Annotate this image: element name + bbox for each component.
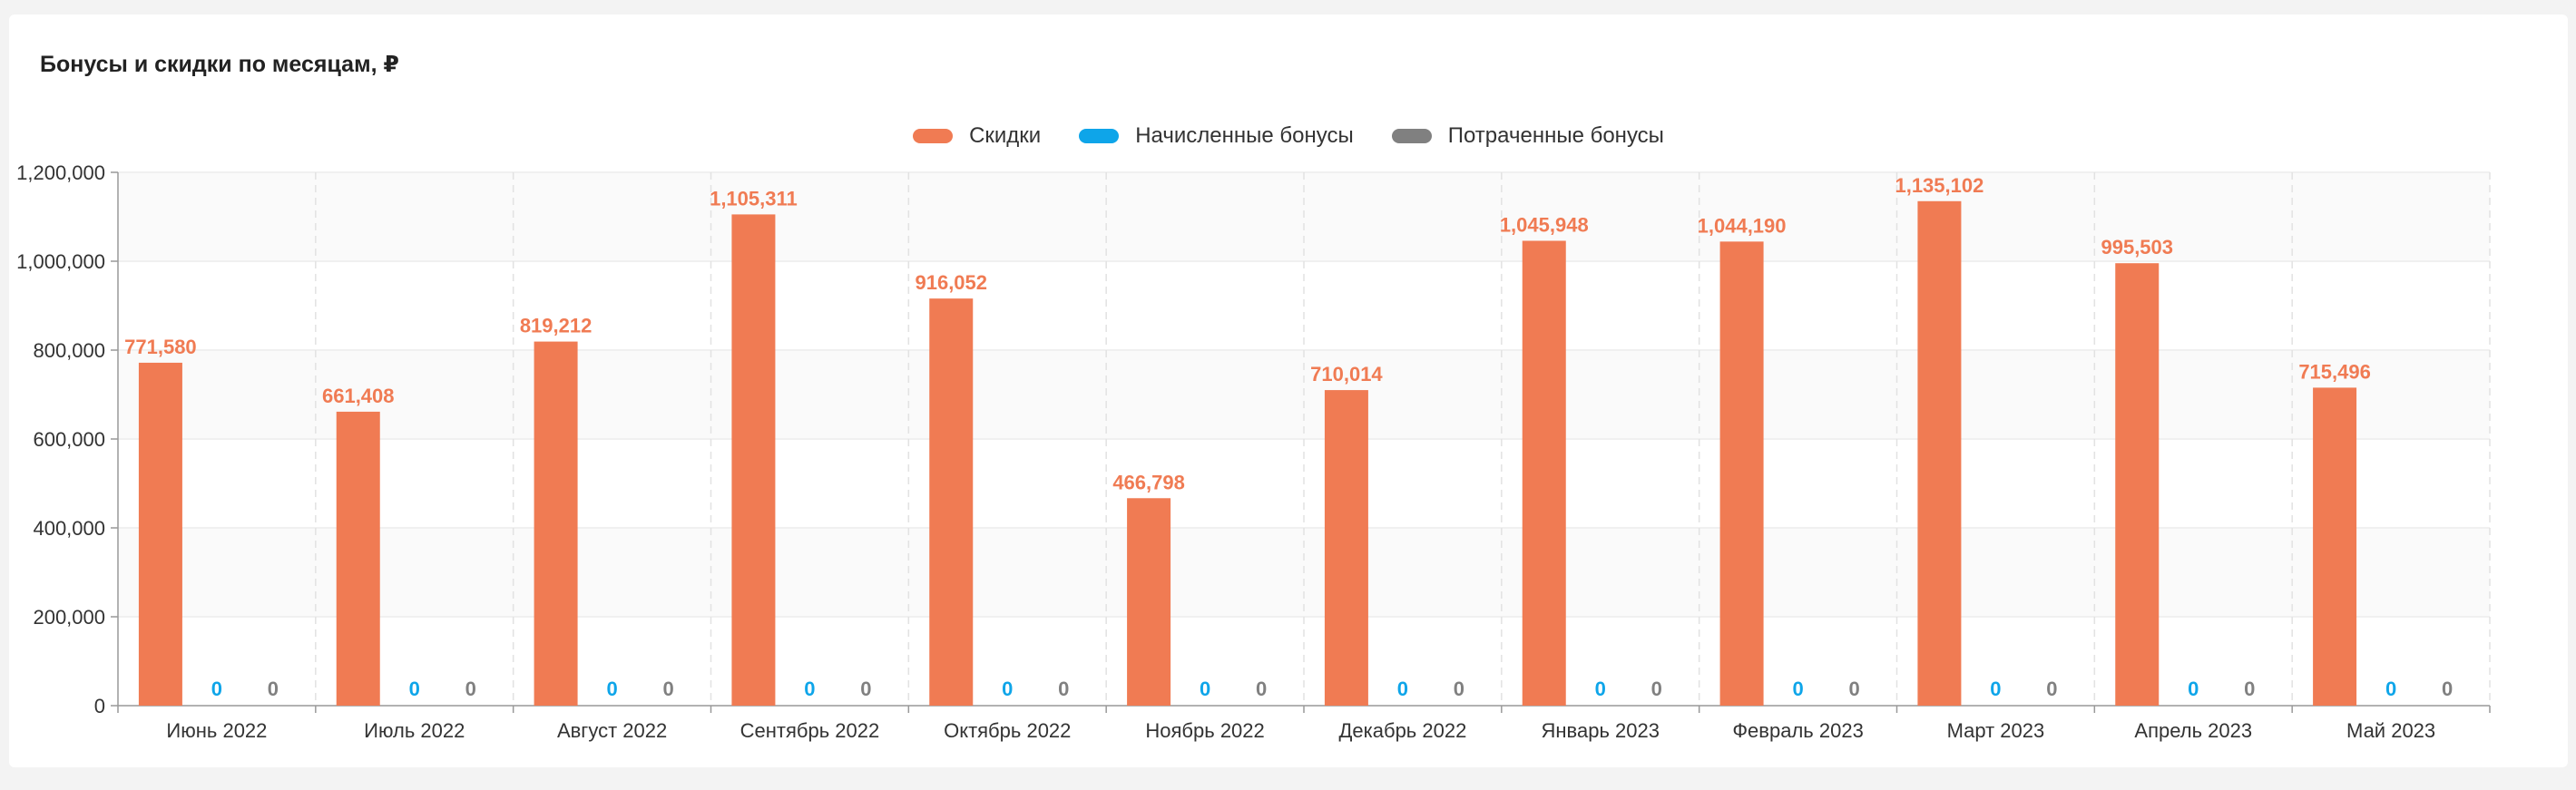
bar — [929, 298, 974, 706]
x-tick-label: Апрель 2023 — [2134, 719, 2252, 742]
y-tick-label: 0 — [94, 695, 105, 717]
data-label: 710,014 — [1310, 363, 1383, 385]
bar — [1127, 498, 1171, 706]
data-label: 0 — [1454, 678, 1464, 700]
legend-label-accrued-bonuses: Начисленные бонусы — [1135, 123, 1354, 148]
data-label: 0 — [1058, 678, 1069, 700]
legend-item-accrued-bonuses[interactable]: Начисленные бонусы — [1079, 123, 1354, 149]
data-label: 0 — [1792, 678, 1803, 700]
y-tick-label: 400,000 — [33, 517, 105, 540]
chart-title: Бонусы и скидки по месяцам, ₽ — [40, 52, 399, 77]
data-label: 0 — [409, 678, 420, 700]
x-tick-label: Октябрь 2022 — [944, 719, 1071, 742]
data-label: 0 — [2385, 678, 2396, 700]
data-label: 466,798 — [1112, 471, 1185, 493]
bar — [1522, 240, 1566, 706]
data-label: 0 — [2188, 678, 2199, 700]
data-label: 0 — [1397, 678, 1408, 700]
data-label: 1,135,102 — [1895, 174, 1983, 197]
data-label: 1,044,190 — [1698, 214, 1787, 237]
legend-label-discounts: Скидки — [969, 123, 1042, 148]
bar — [2115, 263, 2160, 706]
bar — [1719, 241, 1764, 706]
x-tick-label: Июнь 2022 — [166, 719, 267, 742]
data-label: 0 — [1848, 678, 1859, 700]
data-label: 1,105,311 — [710, 187, 798, 210]
y-tick-label: 200,000 — [33, 606, 105, 629]
data-label: 0 — [1990, 678, 2001, 700]
bar — [731, 214, 776, 707]
bar — [1917, 200, 1962, 706]
data-label: 0 — [1595, 678, 1606, 700]
data-label: 0 — [211, 678, 222, 700]
data-label: 1,045,948 — [1500, 213, 1589, 236]
data-label: 819,212 — [520, 315, 593, 337]
data-label: 771,580 — [124, 336, 197, 358]
data-label: 715,496 — [2298, 360, 2371, 383]
x-tick-label: Ноябрь 2022 — [1145, 719, 1264, 742]
data-label: 0 — [2244, 678, 2255, 700]
legend-item-discounts[interactable]: Скидки — [913, 123, 1041, 149]
legend-swatch-accrued-bonuses — [1079, 129, 1120, 143]
data-label: 661,408 — [322, 385, 395, 407]
legend-label-spent-bonuses: Потраченные бонусы — [1447, 123, 1664, 148]
y-tick-label: 600,000 — [33, 428, 105, 451]
y-tick-label: 800,000 — [33, 339, 105, 362]
y-tick-label: 1,000,000 — [16, 250, 105, 273]
data-label: 0 — [860, 678, 871, 700]
bar — [138, 362, 182, 706]
legend-swatch-spent-bonuses — [1391, 129, 1432, 143]
x-tick-label: Декабрь 2022 — [1338, 719, 1466, 742]
data-label: 0 — [662, 678, 673, 700]
data-label: 0 — [2046, 678, 2057, 700]
bar — [1324, 390, 1368, 706]
bar — [2313, 387, 2357, 706]
data-label: 0 — [1200, 678, 1210, 700]
data-label: 995,503 — [2101, 236, 2173, 258]
bar — [336, 411, 380, 706]
x-tick-label: Июль 2022 — [364, 719, 465, 742]
legend-item-spent-bonuses[interactable]: Потраченные бонусы — [1391, 123, 1664, 149]
x-tick-label: Сентябрь 2022 — [740, 719, 880, 742]
data-label: 0 — [606, 678, 617, 700]
bar — [534, 341, 578, 706]
chart-legend: Скидки Начисленные бонусы Потраченные бо… — [9, 123, 2568, 149]
x-tick-label: Август 2022 — [557, 719, 667, 742]
data-label: 0 — [2442, 678, 2453, 700]
x-tick-label: Май 2023 — [2346, 719, 2435, 742]
x-tick-label: Январь 2023 — [1542, 719, 1660, 742]
data-label: 0 — [465, 678, 476, 700]
data-label: 0 — [1651, 678, 1662, 700]
data-label: 0 — [1002, 678, 1013, 700]
data-label: 0 — [268, 678, 279, 700]
data-label: 0 — [804, 678, 815, 700]
legend-swatch-discounts — [913, 129, 954, 143]
data-label: 916,052 — [915, 271, 987, 294]
x-tick-label: Февраль 2023 — [1732, 719, 1863, 742]
y-tick-label: 1,200,000 — [16, 161, 105, 184]
x-tick-label: Март 2023 — [1947, 719, 2045, 742]
data-label: 0 — [1256, 678, 1267, 700]
